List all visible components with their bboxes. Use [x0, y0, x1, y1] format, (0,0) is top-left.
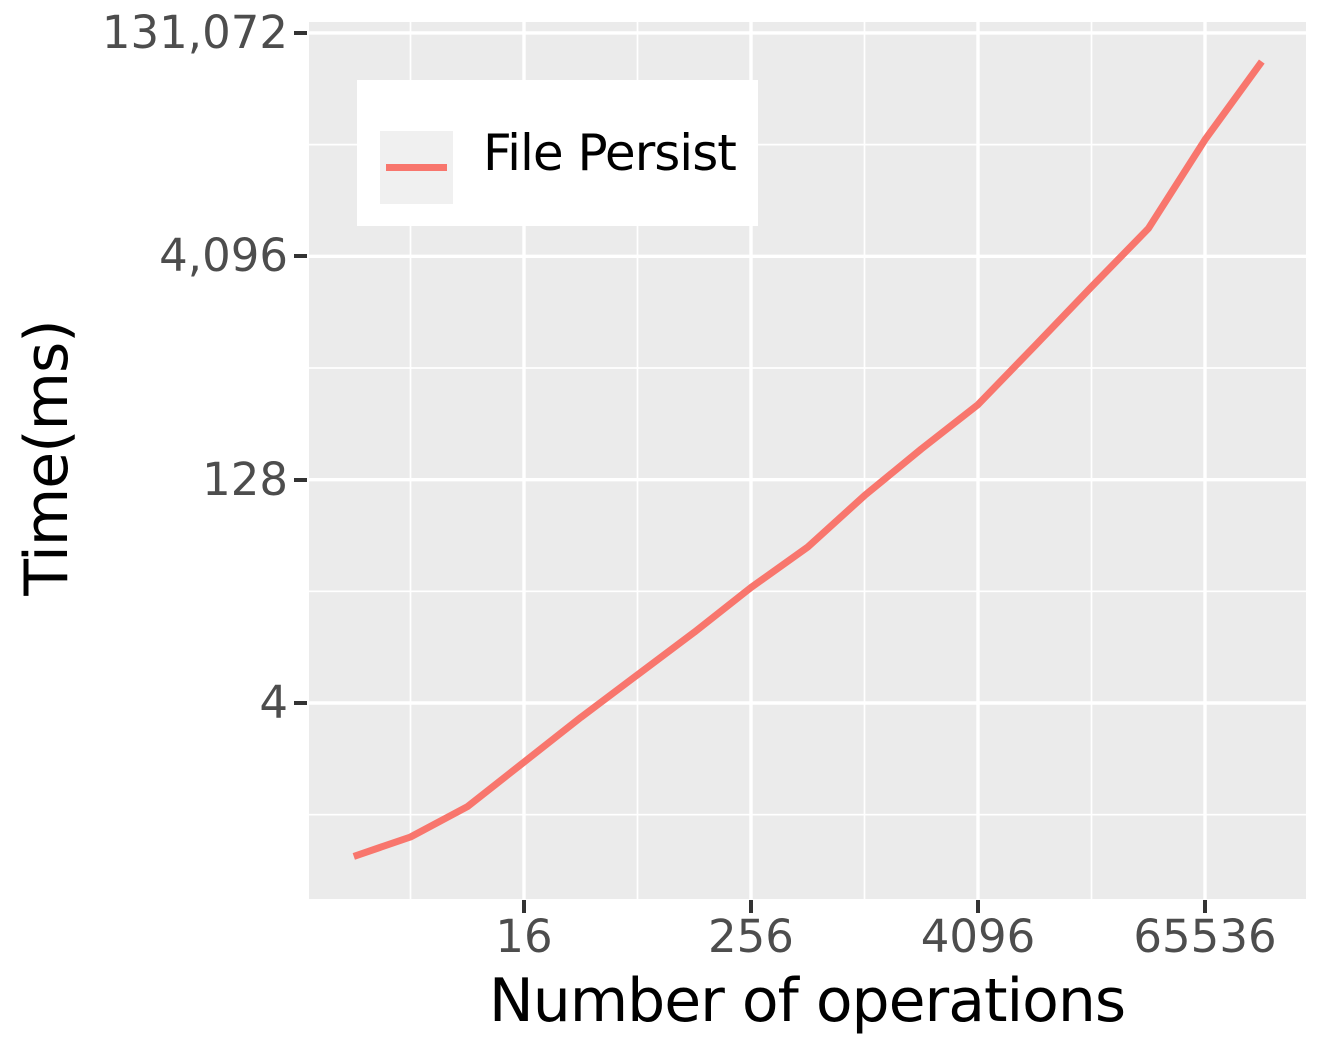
- y-tick-label: 131,072: [101, 5, 288, 59]
- y-tick-mark: [294, 477, 307, 482]
- y-axis-title: Time(ms): [12, 320, 82, 596]
- y-tick-label: 4,096: [159, 229, 288, 283]
- y-tick-label: 128: [202, 452, 288, 506]
- x-tick-mark: [522, 900, 526, 913]
- x-tick-label: 65536: [1133, 910, 1277, 963]
- x-tick-mark: [749, 900, 753, 913]
- x-axis-title: Number of operations: [488, 966, 1126, 1036]
- legend-key: [380, 131, 453, 204]
- x-tick-label: 256: [708, 910, 794, 963]
- x-tick-label: 16: [495, 910, 553, 963]
- y-tick-mark: [294, 701, 307, 705]
- x-tick-label: 4096: [920, 910, 1036, 963]
- legend-box: File Persist: [357, 80, 758, 226]
- x-tick-mark: [1203, 900, 1207, 913]
- y-tick-label: 4: [259, 676, 288, 729]
- legend-series-line-swatch: [386, 164, 447, 171]
- y-tick-mark: [294, 30, 307, 35]
- legend-series-label: File Persist: [483, 124, 737, 182]
- x-tick-mark: [976, 900, 980, 913]
- y-tick-mark: [294, 254, 307, 259]
- series-line-file-persist: [352, 59, 1265, 860]
